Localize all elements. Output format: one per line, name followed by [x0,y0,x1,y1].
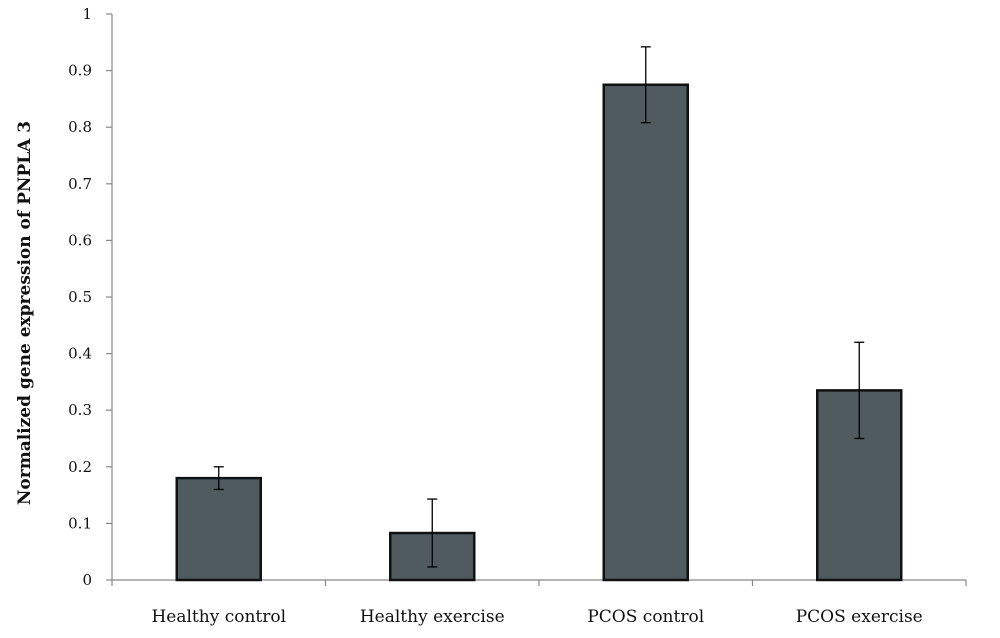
bar-pcos-control [602,83,689,582]
y-tick-label: 1 [82,5,92,23]
y-tick-label: 0.2 [68,458,92,476]
error-bar [640,46,651,124]
error-bars [213,46,865,568]
y-ticks: 0 0.1 0.2 0.3 0.4 0.5 0.6 0.7 0.8 0.9 1 [68,5,112,589]
y-axis: 0 0.1 0.2 0.3 0.4 0.5 0.6 0.7 0.8 0.9 1 Normalized… [15,5,113,589]
x-category-label: PCOS exercise [796,607,923,627]
y-tick-label: 0.3 [68,401,92,419]
x-category-label: Healthy control [151,607,286,627]
x-axis: Healthy control Healthy exercise PCOS cont… [111,579,967,627]
error-bar [213,466,224,491]
y-tick-label: 0.5 [68,288,92,306]
y-tick-label: 0.6 [68,231,92,249]
x-category-label: PCOS control [587,607,704,627]
x-ticks [111,580,967,586]
y-tick-label: 0.9 [68,62,92,80]
error-bar [427,498,438,568]
x-category-label: Healthy exercise [360,607,505,627]
bar-healthy-control [175,476,262,582]
y-tick-label: 0.8 [68,118,92,136]
y-tick-label: 0.1 [68,514,92,532]
y-axis-title: Normalized gene expression of PNPLA 3 [15,121,35,505]
bars [175,83,903,582]
y-tick-label: 0.4 [68,345,92,363]
y-tick-label: 0 [82,571,92,589]
error-bar [854,341,865,440]
x-category-labels: Healthy control Healthy exercise PCOS cont… [151,607,922,627]
y-tick-label: 0.7 [68,175,92,193]
